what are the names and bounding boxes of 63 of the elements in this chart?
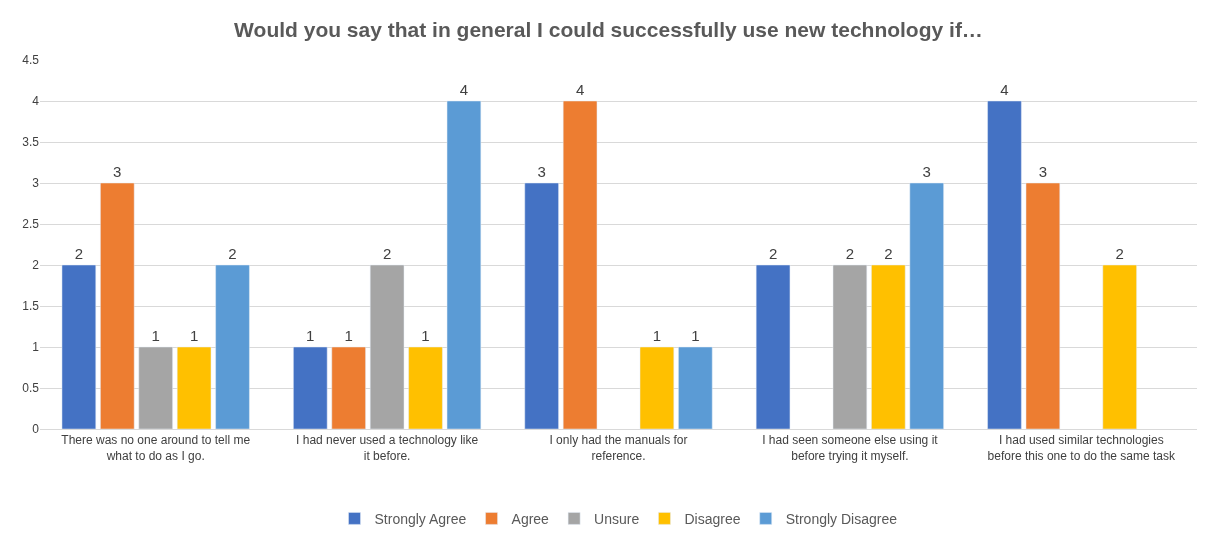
data-label: 2 [884, 245, 893, 262]
data-label: 1 [306, 327, 315, 344]
bar [987, 100, 1022, 429]
bar [1025, 182, 1061, 429]
data-label: 2 [228, 245, 237, 262]
bar [138, 346, 173, 429]
data-label: 3 [922, 163, 931, 180]
x-tick-label: I only had the manuals for reference. [549, 433, 688, 463]
legend-label: Unsure [594, 510, 640, 527]
y-tick-label: 1 [32, 340, 40, 355]
bar [293, 346, 328, 429]
bar [1102, 264, 1137, 429]
bar [909, 182, 944, 429]
legend-label: Strongly Agree [374, 510, 467, 527]
data-label: 1 [151, 327, 160, 344]
y-tick-label: 4 [32, 94, 40, 109]
legend-label: Disagree [684, 510, 741, 527]
x-tick-label: I had seen someone else using it before trying it myself. [762, 433, 939, 463]
data-label: 2 [768, 245, 778, 262]
bar [678, 346, 713, 429]
data-label: 3 [537, 163, 546, 180]
data-label: 3 [1038, 163, 1048, 180]
bar [61, 264, 97, 429]
y-tick-label: 0 [32, 422, 40, 437]
data-label: 4 [459, 81, 469, 98]
bar [562, 100, 598, 429]
data-label: 2 [382, 245, 392, 262]
data-label: 1 [421, 327, 430, 344]
bar [832, 264, 868, 429]
bar [331, 346, 366, 429]
data-label: 1 [344, 327, 353, 344]
data-label: 1 [691, 327, 700, 344]
x-tick-label: I had never used a technology like it before. [296, 433, 479, 463]
bar [408, 346, 443, 429]
bar [369, 264, 405, 429]
chart-title: Would you say that in general I could successfully use new technology if… [234, 17, 983, 41]
y-tick-label: 2.5 [22, 217, 40, 232]
legend-label: Agree [511, 510, 550, 527]
y-tick-label: 4.5 [22, 53, 40, 68]
y-tick-label: 3 [32, 176, 40, 191]
data-label: 4 [575, 81, 585, 98]
data-label: 2 [74, 245, 84, 262]
y-tick-label: 0.5 [22, 381, 40, 396]
bar [100, 182, 135, 429]
bar [871, 264, 906, 429]
data-label: 1 [189, 327, 199, 344]
data-label: 4 [1000, 81, 1009, 98]
x-tick-label: There was no one around to tell me what to do as I go. [61, 433, 251, 463]
bar [524, 182, 559, 429]
bar [755, 264, 791, 429]
x-tick-label: I had used similar technologies before this one to do the same task [987, 433, 1177, 463]
bar [639, 346, 675, 429]
y-tick-label: 1.5 [22, 299, 40, 314]
bar [176, 346, 212, 429]
data-label: 2 [1115, 245, 1124, 262]
y-tick-label: 2 [32, 258, 40, 273]
bar [446, 100, 482, 429]
data-label: 3 [113, 163, 122, 180]
data-label: 1 [652, 327, 662, 344]
y-tick-label: 3.5 [22, 135, 40, 150]
legend-label: Strongly Disagree [785, 510, 898, 527]
data-label: 2 [845, 245, 855, 262]
bar [215, 264, 250, 429]
